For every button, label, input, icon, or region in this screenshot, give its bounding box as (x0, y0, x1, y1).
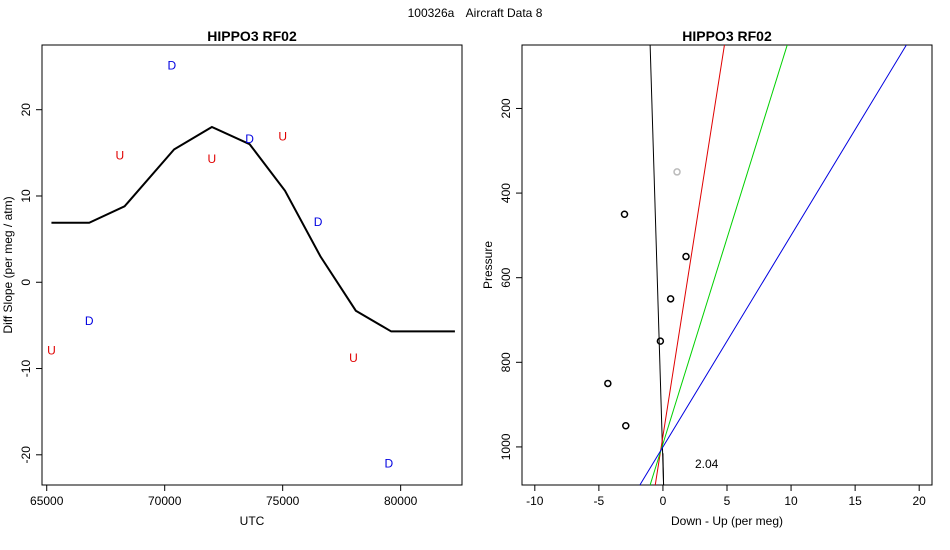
plot-frame (41, 44, 463, 486)
data-point (682, 252, 690, 261)
down-marker: D (245, 132, 254, 146)
down-marker: D (314, 215, 323, 229)
down-marker: D (385, 456, 394, 470)
fit-line (649, 45, 788, 485)
y-tick-label: -20 (19, 446, 33, 464)
header-code: 100326a (407, 6, 455, 20)
plot-area (604, 45, 907, 485)
y-tick-label: 800 (499, 352, 513, 372)
data-point (673, 168, 681, 176)
x-axis-label: Down - Up (per meg) (671, 514, 783, 528)
x-tick-label: -5 (594, 494, 605, 508)
x-tick-label: 5 (724, 494, 731, 508)
data-point (622, 422, 630, 430)
x-tick-label: -10 (526, 494, 544, 508)
plot-area: U U U U U D D D D D (47, 59, 455, 470)
y-axis-label: Diff Slope (per meg / atm) (1, 196, 15, 333)
fit-line (662, 453, 665, 485)
data-point (656, 337, 665, 345)
down-marker: D (85, 314, 94, 328)
x-axis-label: UTC (240, 514, 265, 528)
y-axis-label: Pressure (481, 241, 495, 289)
x-tick-label: 15 (848, 494, 862, 508)
data-point (604, 379, 612, 388)
left-chart-panel: HIPPO3 RF02 65000 70000 75000 80000 -20 -10 0 10… (1, 28, 463, 528)
x-tick-label: 65000 (30, 494, 64, 508)
y-tick-label: 1000 (499, 433, 513, 460)
page-header: 100326a Aircraft Data 8 (0, 6, 950, 20)
fit-line (649, 45, 665, 485)
data-point (666, 295, 675, 303)
y-tick-label: -10 (19, 360, 33, 378)
up-marker: U (47, 343, 56, 357)
y-tick-label: 400 (499, 183, 513, 203)
chart-title: HIPPO3 RF02 (682, 28, 772, 44)
y-tick-label: 600 (499, 267, 513, 287)
up-marker: U (349, 351, 358, 365)
up-marker: U (116, 148, 125, 162)
down-marker: D (167, 59, 176, 73)
x-tick-label: 70000 (148, 494, 182, 508)
x-tick-label: 20 (913, 494, 927, 508)
plot-frame (521, 44, 933, 486)
y-tick-label: 20 (19, 103, 33, 117)
x-tick-label: 80000 (384, 494, 418, 508)
x-tick-label: 0 (660, 494, 667, 508)
x-tick-label: 10 (784, 494, 798, 508)
slope-annotation: 2.04 (695, 457, 719, 471)
y-tick-label: 0 (19, 279, 33, 286)
x-tick-label: 75000 (266, 494, 300, 508)
fit-line (639, 45, 907, 485)
up-marker: U (208, 152, 217, 166)
fit-line (654, 45, 725, 485)
data-point (620, 210, 629, 218)
right-chart-panel: HIPPO3 RF02 -10 -5 0 5 10 15 20 200 400 600 800 1000… (481, 28, 933, 528)
chart-title: HIPPO3 RF02 (207, 28, 297, 44)
header-title: Aircraft Data 8 (465, 6, 543, 20)
y-tick-label: 10 (19, 189, 33, 203)
series-line (51, 125, 455, 333)
y-tick-label: 200 (499, 98, 513, 118)
up-marker: U (278, 129, 287, 143)
